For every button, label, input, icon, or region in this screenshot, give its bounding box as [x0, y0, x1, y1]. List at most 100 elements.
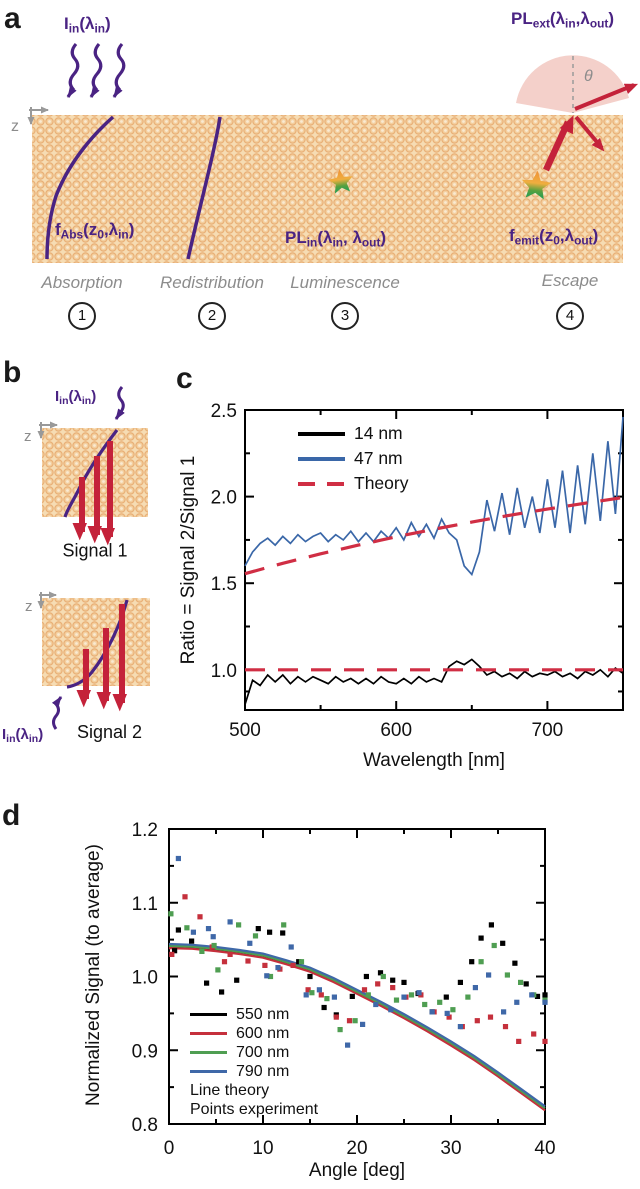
chart-c-y-axis-label: Ratio = Signal 2/Signal 1	[178, 455, 199, 665]
formula-part: )	[380, 228, 387, 247]
data-point-600-nm	[474, 1018, 480, 1024]
panel-b-letter: b	[3, 356, 22, 389]
data-point-790-nm	[288, 944, 294, 950]
chart-c-x-axis-label: Wavelength [nm]	[363, 750, 505, 771]
step-number-3: 3	[331, 302, 359, 330]
formula-part: in	[81, 394, 92, 407]
formula-part: emit	[514, 233, 540, 248]
data-point-790-nm	[360, 1021, 366, 1027]
data-point-790-nm	[175, 855, 181, 862]
data-series-47-nm	[244, 416, 624, 577]
legend-line-swatch	[190, 1051, 227, 1054]
formula-part: ext	[532, 16, 550, 31]
data-point-550-nm	[363, 973, 369, 980]
data-point-550-nm	[172, 948, 178, 954]
data-point-600-nm	[502, 1024, 509, 1030]
theta-angle-label: θ	[584, 68, 593, 85]
formula-part: in	[332, 235, 344, 250]
data-point-550-nm	[478, 935, 484, 941]
data-point-550-nm	[175, 927, 181, 933]
y-tick-label: 1.2	[132, 820, 158, 841]
x-tick-label: 30	[440, 1138, 461, 1159]
formula-part: )	[592, 226, 599, 245]
legend-label: 550 nm	[236, 1005, 290, 1023]
x-tick-label: 600	[380, 720, 412, 741]
data-point-550-nm	[512, 960, 518, 966]
data-point-550-nm	[542, 992, 548, 998]
legend-entry: Theory	[298, 471, 408, 496]
chart-render-layer: 500 600 700 1.0 1.5 2.0 2.5 0 10 20 30 40 0.8 0.9 1.0 1…	[132, 401, 624, 1159]
y-tick-label: 0.9	[132, 1041, 158, 1062]
data-point-700-nm	[422, 1001, 428, 1008]
panel-a-art	[27, 42, 639, 263]
external-pl-label: PLext(λin,λout)	[511, 9, 614, 30]
data-point-550-nm	[204, 980, 210, 986]
formula-part: out	[574, 233, 593, 248]
incident-intensity-label: Iin(λin)	[55, 388, 96, 407]
legend-entry: 550 nm	[190, 1005, 318, 1024]
y-tick-label: 0.8	[132, 1115, 158, 1136]
legend-entry: 47 nm	[298, 446, 408, 471]
data-point-700-nm	[298, 959, 305, 965]
formula-part: ,λ	[103, 220, 119, 239]
x-tick-label: 0	[164, 1138, 175, 1159]
redistribution-profile-curve	[186, 116, 222, 260]
legend-line-swatch	[190, 1013, 227, 1016]
absorption-profile-curve	[45, 115, 115, 260]
formula-part: )	[91, 388, 97, 405]
data-point-700-nm	[504, 972, 510, 978]
formula-part: (λ	[549, 9, 566, 28]
legend-label: 47 nm	[354, 448, 403, 468]
formula-part: 0	[97, 227, 104, 242]
formula-part: out	[589, 16, 609, 31]
data-point-700-nm	[168, 911, 174, 917]
data-point-790-nm	[514, 999, 520, 1005]
legend-entry: 790 nm	[190, 1062, 318, 1081]
escaped-ray-arrow	[574, 83, 639, 111]
data-point-600-nm	[531, 1031, 537, 1037]
data-point-700-nm	[236, 922, 242, 928]
y-tick-label: 1.5	[211, 574, 237, 595]
step-label-escape: Escape	[541, 271, 599, 290]
formula-part: , λ	[343, 228, 362, 247]
step-number-2: 2	[198, 302, 226, 330]
data-point-790-nm	[303, 992, 309, 998]
incident-light-squiggle-icon	[51, 696, 63, 730]
data-point-790-nm	[205, 926, 212, 932]
data-point-600-nm	[245, 958, 251, 964]
formula-part: PL	[285, 228, 307, 247]
data-point-550-nm	[296, 959, 302, 965]
data-point-790-nm	[388, 1007, 394, 1013]
data-point-700-nm	[465, 994, 471, 1000]
data-point-550-nm	[488, 922, 494, 928]
legend-label: Theory	[354, 473, 409, 493]
data-point-700-nm	[337, 1027, 343, 1033]
formula-part: in	[59, 394, 69, 407]
data-point-600-nm	[262, 962, 268, 968]
data-point-790-nm	[190, 929, 196, 935]
data-point-790-nm	[429, 1009, 435, 1015]
data-point-790-nm	[345, 1042, 351, 1048]
signal2-label: Signal 2	[77, 722, 143, 742]
panel-c-letter: c	[176, 362, 193, 395]
data-point-600-nm	[290, 962, 296, 968]
chart-d-x-axis-label: Angle [deg]	[308, 1160, 406, 1181]
data-point-600-nm	[305, 987, 311, 993]
formula-part: I	[2, 726, 7, 743]
formula-part: PL	[511, 9, 533, 28]
z-axis-label: z	[24, 428, 32, 445]
data-point-550-nm	[401, 979, 407, 985]
data-point-600-nm	[227, 951, 233, 957]
formula-part: in	[306, 235, 318, 250]
data-point-790-nm	[486, 972, 492, 978]
data-series-theory-47-nm	[244, 495, 624, 576]
data-point-700-nm	[380, 973, 386, 980]
data-point-550-nm	[255, 926, 261, 932]
formula-part: (λ	[15, 726, 29, 743]
legend-label: 600 nm	[236, 1024, 290, 1042]
formula-part: ,λ	[559, 226, 575, 245]
data-point-550-nm	[457, 979, 463, 985]
x-tick-label: 500	[229, 720, 261, 741]
